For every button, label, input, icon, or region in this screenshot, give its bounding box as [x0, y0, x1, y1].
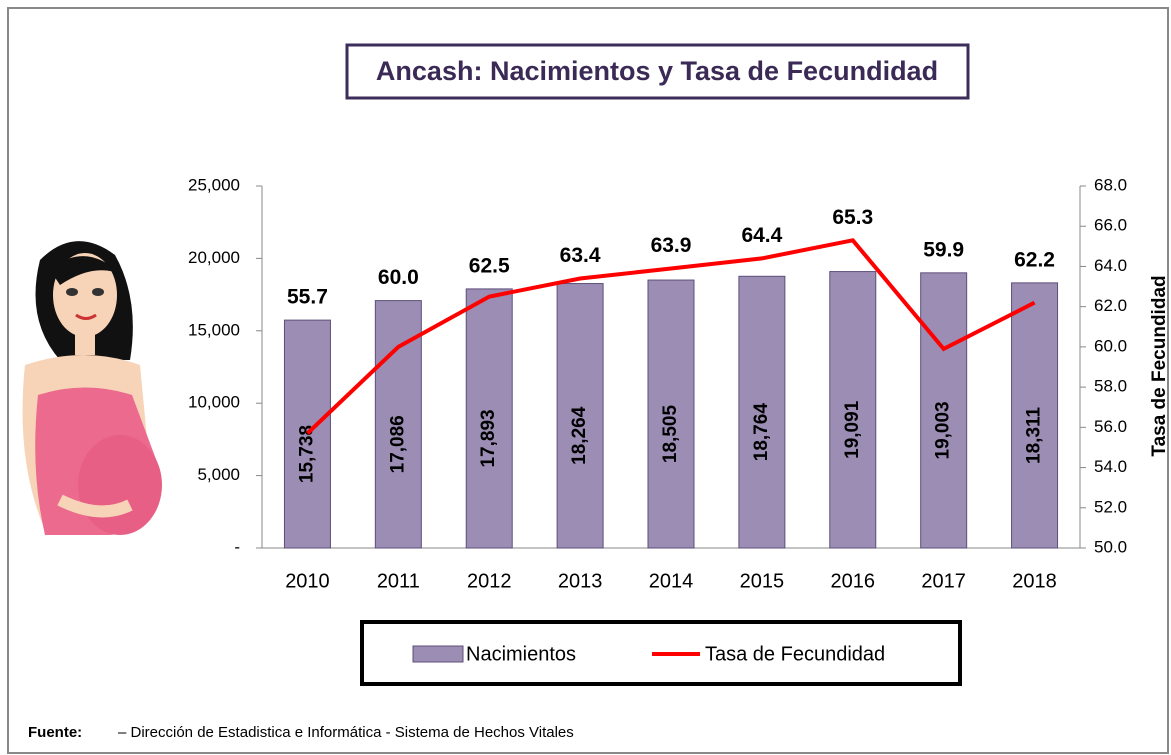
x-tick-label: 2018	[1012, 570, 1057, 592]
y-tick-label: 25,000	[188, 175, 240, 194]
y-tick-label: 10,000	[188, 393, 240, 412]
y-tick-label: -	[234, 537, 240, 556]
x-tick-label: 2012	[467, 570, 512, 592]
y2-tick-label: 60.0	[1094, 336, 1127, 355]
legend-swatch	[413, 646, 463, 662]
y2-tick-label: 58.0	[1094, 377, 1127, 396]
y2-tick-label: 66.0	[1094, 216, 1127, 235]
line-value-label: 62.5	[469, 254, 510, 277]
line-value-label: 63.9	[651, 234, 692, 257]
legend-label: Nacimientos	[466, 643, 576, 665]
chart-title: Ancash: Nacimientos y Tasa de Fecundidad	[376, 56, 938, 86]
line-value-label: 60.0	[378, 266, 419, 289]
x-tick-label: 2014	[649, 570, 694, 592]
y2-tick-label: 68.0	[1094, 175, 1127, 194]
y-tick-label: 20,000	[188, 248, 240, 267]
line-value-label: 63.4	[560, 244, 601, 267]
y-tick-label: 5,000	[197, 465, 240, 484]
legend-label: Tasa de Fecundidad	[705, 643, 885, 665]
chart: Ancash: Nacimientos y Tasa de Fecundidad…	[0, 0, 1171, 755]
x-tick-label: 2013	[558, 570, 603, 592]
bar-value-label: 19,003	[933, 401, 954, 459]
x-tick-label: 2011	[377, 570, 420, 592]
bar-value-label: 18,311	[1024, 406, 1045, 463]
x-tick-label: 2017	[921, 570, 966, 592]
line-value-label: 64.4	[741, 224, 782, 247]
y2-tick-label: 56.0	[1094, 417, 1127, 436]
line-value-label: 65.3	[832, 206, 873, 229]
y-tick-label: 15,000	[188, 320, 240, 339]
bar-value-label: 17,086	[387, 415, 408, 473]
y2-axis-label: Tasa de Fecundidad	[1149, 275, 1170, 456]
bar-value-label: 18,764	[751, 403, 772, 462]
x-tick-label: 2010	[285, 570, 330, 592]
y2-tick-label: 54.0	[1094, 457, 1127, 476]
bar-value-label: 18,264	[569, 406, 590, 465]
y2-tick-label: 50.0	[1094, 537, 1127, 556]
source-label: Fuente:	[28, 724, 82, 741]
x-tick-label: 2015	[740, 570, 785, 592]
line-value-label: 59.9	[923, 238, 964, 261]
bar-value-label: 15,738	[296, 425, 317, 483]
bar-value-label: 18,505	[660, 405, 681, 464]
bar-value-label: 19,091	[842, 400, 863, 459]
line-value-label: 55.7	[287, 286, 328, 309]
x-tick-label: 2016	[831, 570, 876, 592]
bar-value-label: 17,893	[478, 409, 499, 467]
source: – Dirección de Estadistica e Informática…	[118, 724, 574, 741]
y2-tick-label: 64.0	[1094, 256, 1127, 275]
y2-tick-label: 62.0	[1094, 296, 1127, 315]
y2-tick-label: 52.0	[1094, 497, 1127, 516]
line-value-label: 62.2	[1014, 248, 1055, 271]
